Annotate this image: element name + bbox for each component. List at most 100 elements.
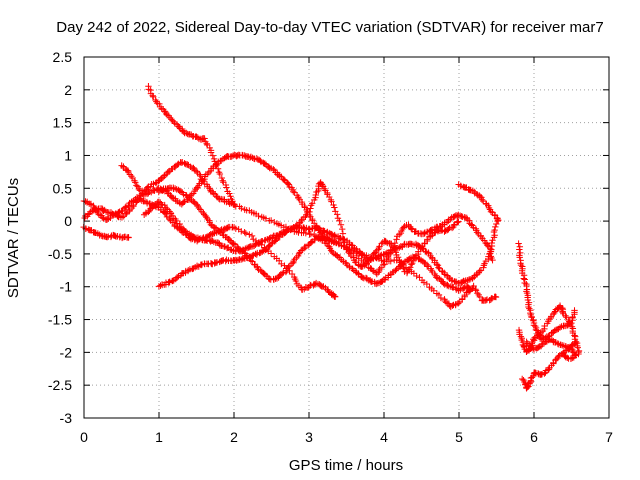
data-point bbox=[374, 246, 382, 253]
data-point bbox=[473, 229, 481, 236]
data-point bbox=[574, 344, 581, 351]
data-point bbox=[182, 228, 190, 235]
data-point bbox=[209, 152, 216, 159]
data-point bbox=[399, 264, 407, 271]
data-point bbox=[565, 355, 572, 362]
data-point bbox=[528, 374, 536, 381]
data-point bbox=[282, 268, 290, 276]
y-tick-label: 0.5 bbox=[53, 180, 73, 196]
data-point bbox=[557, 341, 564, 348]
data-point bbox=[337, 221, 345, 228]
data-point bbox=[149, 92, 156, 100]
data-point bbox=[196, 171, 203, 178]
x-tick-label: 4 bbox=[380, 429, 388, 445]
data-point bbox=[340, 235, 347, 243]
data-point bbox=[551, 309, 558, 317]
data-point bbox=[545, 335, 553, 343]
data-point bbox=[555, 353, 562, 360]
data-point bbox=[285, 263, 292, 271]
data-point bbox=[309, 200, 316, 207]
data-point bbox=[407, 264, 414, 271]
data-point bbox=[129, 174, 136, 182]
data-point bbox=[455, 300, 462, 307]
data-point bbox=[556, 324, 564, 331]
data-point bbox=[358, 250, 365, 258]
data-point bbox=[210, 230, 218, 237]
data-point bbox=[461, 278, 469, 285]
data-point bbox=[158, 175, 165, 182]
data-point bbox=[489, 256, 496, 264]
data-point bbox=[298, 217, 305, 225]
data-point bbox=[529, 316, 537, 324]
data-point bbox=[335, 239, 342, 246]
data-point bbox=[204, 215, 211, 223]
data-point bbox=[455, 218, 462, 225]
y-tick-label: -1.5 bbox=[48, 312, 72, 328]
data-point bbox=[382, 238, 390, 246]
data-point bbox=[266, 235, 273, 242]
data-point bbox=[197, 261, 205, 269]
data-point bbox=[135, 185, 143, 193]
data-point bbox=[284, 180, 292, 187]
data-point bbox=[450, 221, 458, 229]
data-point bbox=[223, 184, 230, 191]
data-point bbox=[253, 263, 261, 270]
x-tick-label: 7 bbox=[605, 429, 613, 445]
data-point bbox=[394, 254, 402, 261]
data-point bbox=[458, 213, 465, 220]
data-point bbox=[457, 286, 464, 294]
data-point bbox=[238, 228, 245, 235]
data-point bbox=[216, 170, 224, 178]
data-point bbox=[396, 244, 403, 251]
data-point bbox=[387, 257, 394, 265]
data-point bbox=[476, 293, 484, 301]
data-point bbox=[203, 140, 210, 147]
data-point bbox=[416, 255, 423, 263]
data-point bbox=[344, 245, 351, 253]
data-point bbox=[271, 218, 278, 226]
data-point bbox=[332, 293, 339, 300]
data-point bbox=[562, 312, 569, 319]
data-point bbox=[328, 198, 335, 205]
series-track-7 bbox=[140, 179, 462, 277]
data-point bbox=[387, 247, 394, 254]
data-point bbox=[262, 215, 270, 222]
data-point bbox=[377, 252, 384, 259]
data-point bbox=[518, 375, 526, 383]
data-point bbox=[541, 370, 548, 377]
data-point bbox=[230, 240, 237, 247]
data-point bbox=[484, 242, 491, 249]
series-track-9 bbox=[455, 181, 502, 225]
data-point bbox=[442, 299, 450, 306]
data-point bbox=[566, 318, 573, 325]
data-point bbox=[209, 237, 216, 244]
data-point bbox=[267, 250, 275, 257]
data-point bbox=[88, 208, 96, 215]
data-point bbox=[520, 275, 527, 282]
data-point bbox=[259, 247, 266, 255]
grid bbox=[84, 57, 609, 418]
data-point bbox=[240, 246, 247, 254]
data-point bbox=[422, 248, 429, 255]
series-track-6 bbox=[155, 184, 474, 294]
data-point bbox=[445, 226, 452, 233]
y-tick-label: -2.5 bbox=[48, 377, 72, 393]
y-tick-label: 2 bbox=[64, 82, 72, 98]
data-point bbox=[140, 191, 147, 199]
data-point bbox=[495, 217, 502, 224]
y-tick-label: 1 bbox=[64, 147, 72, 163]
data-point bbox=[325, 288, 332, 295]
data-point bbox=[98, 214, 106, 221]
y-tick-label: 2.5 bbox=[53, 49, 73, 65]
data-point bbox=[218, 157, 225, 164]
data-point bbox=[193, 168, 201, 175]
data-point bbox=[214, 165, 222, 172]
data-point bbox=[307, 205, 314, 212]
series-track-3 bbox=[80, 223, 132, 242]
data-point bbox=[516, 254, 523, 261]
data-point bbox=[465, 276, 473, 283]
data-point bbox=[339, 230, 347, 237]
data-point bbox=[437, 294, 445, 302]
data-point bbox=[250, 236, 257, 243]
data-point bbox=[569, 313, 576, 321]
